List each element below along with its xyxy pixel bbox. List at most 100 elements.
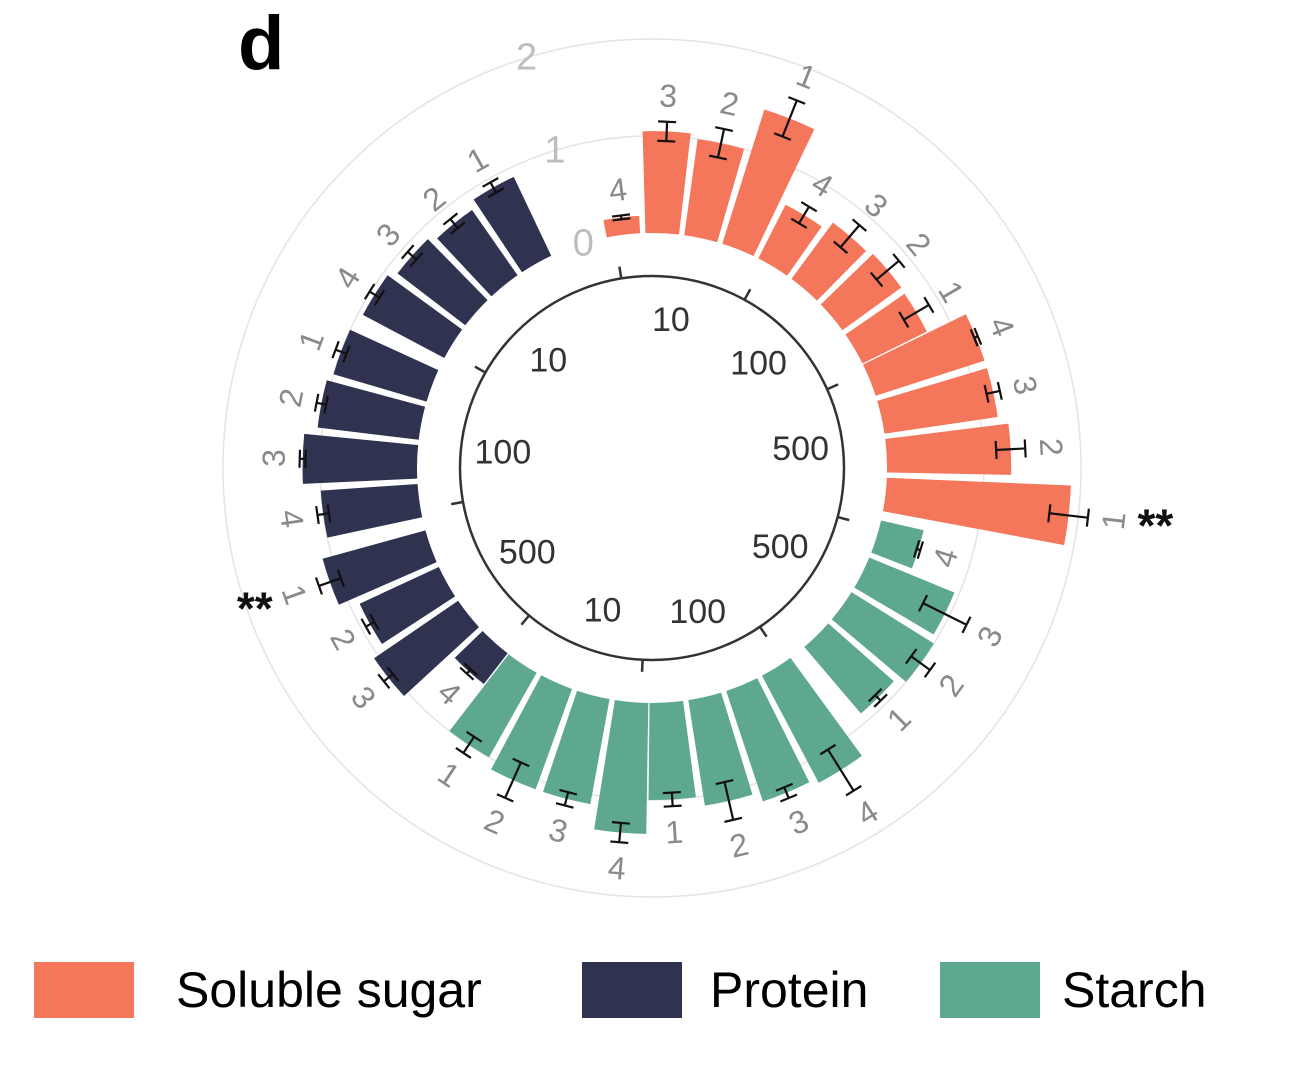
error-cap	[832, 240, 849, 254]
error-cap	[360, 618, 372, 636]
bar	[302, 433, 419, 484]
bar-label: 1	[931, 275, 971, 309]
bar-label: 4	[607, 171, 629, 209]
bar-label: 1	[791, 56, 821, 96]
error-bar	[922, 602, 967, 626]
error-bar	[874, 694, 882, 702]
error-cap	[323, 395, 329, 414]
bar-label: 3	[659, 77, 678, 114]
bar	[684, 139, 745, 243]
bar	[863, 314, 985, 396]
inner-group-label: 10	[652, 301, 690, 339]
error-cap	[708, 154, 728, 161]
error-cap	[610, 840, 629, 845]
error-cap	[996, 381, 1003, 400]
bar-label: 2	[726, 826, 751, 865]
error-cap	[336, 569, 345, 588]
legend-label: Starch	[1062, 962, 1207, 1018]
error-bar	[335, 348, 347, 355]
bar	[397, 239, 488, 326]
bar	[317, 380, 426, 440]
bar-label: 3	[784, 802, 814, 842]
error-cap	[1023, 439, 1027, 458]
bar-label: 4	[431, 674, 468, 713]
bars	[298, 96, 1090, 845]
inner-tick	[520, 614, 531, 626]
bar-label: 2	[272, 386, 311, 410]
error-cap	[923, 296, 935, 314]
bar-label: 1	[1095, 510, 1133, 532]
error-cap	[487, 187, 505, 198]
error-cap	[326, 504, 332, 523]
bar	[449, 654, 537, 758]
error-cap	[313, 393, 320, 412]
inner-tick	[618, 266, 623, 279]
error-cap	[331, 340, 340, 359]
error-cap	[450, 221, 466, 235]
bar-label: 4	[607, 849, 628, 886]
inner-tick	[758, 626, 768, 638]
error-cap	[779, 793, 798, 803]
error-bar	[783, 786, 790, 799]
error-cap	[800, 201, 818, 213]
error-cap	[369, 613, 380, 631]
bar	[758, 204, 822, 276]
inner-tick	[743, 288, 752, 301]
bar-label: 3	[858, 186, 895, 225]
error-cap	[1085, 508, 1090, 527]
error-bar	[489, 181, 498, 194]
bar	[603, 215, 641, 238]
bar	[322, 530, 437, 605]
bar-label: 2	[717, 84, 742, 123]
error-bar	[827, 748, 855, 792]
error-cap	[496, 793, 514, 803]
inner-tick	[640, 659, 644, 672]
error-cap	[611, 213, 631, 218]
legend: Soluble sugar Protein Starch	[0, 955, 1314, 1035]
error-cap	[867, 688, 883, 703]
error-cap	[657, 139, 676, 143]
error-bar	[406, 251, 418, 261]
error-cap	[555, 802, 574, 809]
inner-group-label: 10	[584, 592, 622, 630]
error-cap	[994, 440, 998, 460]
radial-tick-label: 2	[516, 37, 537, 79]
bar	[854, 557, 955, 635]
bar-label: 3	[369, 216, 408, 253]
inner-circle	[458, 274, 846, 662]
bar	[374, 600, 480, 697]
error-cap	[961, 616, 972, 634]
bar	[871, 520, 924, 569]
inner-axis: 10 100 500 500 100 10 500 100 10	[451, 266, 850, 672]
bar	[642, 131, 691, 235]
error-cap	[898, 311, 910, 328]
legend-swatch	[34, 962, 134, 1018]
bar	[726, 678, 810, 802]
error-cap	[663, 804, 682, 808]
bar	[761, 657, 862, 783]
bar	[885, 423, 1012, 475]
error-cap	[442, 212, 459, 226]
bar-label: 2	[899, 226, 938, 263]
error-bar	[449, 218, 459, 229]
legend-label: Soluble sugar	[176, 962, 482, 1018]
bar-label: 3	[1006, 373, 1045, 398]
error-bar	[318, 577, 342, 587]
bar-label: 4	[328, 261, 368, 295]
error-bar	[781, 100, 798, 137]
error-cap	[455, 747, 472, 759]
error-cap	[315, 505, 320, 525]
error-bar	[618, 822, 623, 843]
bar-label: 4	[273, 507, 311, 530]
error-cap	[342, 344, 351, 363]
error-cap	[459, 666, 475, 681]
error-cap	[612, 217, 631, 222]
error-cap	[918, 594, 929, 612]
error-bar	[316, 401, 327, 406]
bar	[333, 329, 439, 402]
radial-ticks: 0 1 2	[516, 37, 594, 265]
bar	[877, 368, 998, 434]
error-bar	[723, 781, 735, 821]
error-cap	[463, 662, 479, 677]
